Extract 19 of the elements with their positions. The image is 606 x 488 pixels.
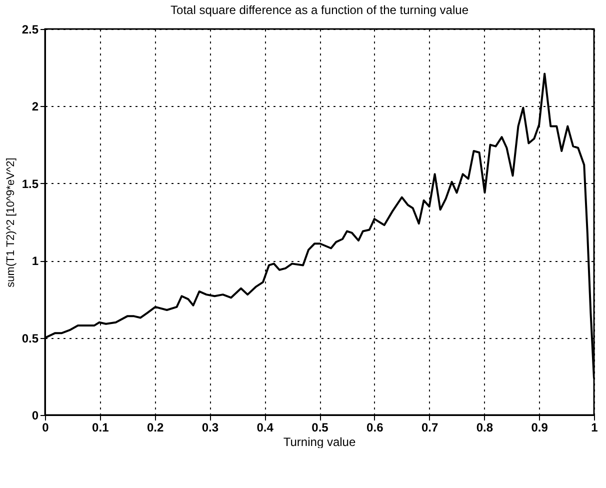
x-tick-label: 0.4 (256, 420, 274, 434)
y-tick-label: 0 (32, 408, 39, 422)
y-tick-label: 1 (32, 254, 39, 268)
y-axis-title: sum(T1 T2)^2 [10^9*eV^2] (4, 158, 17, 288)
x-tick-label: 0.1 (92, 420, 110, 434)
x-tick-label: 0 (42, 420, 50, 434)
x-tick-label: 0.8 (476, 420, 494, 434)
x-tick-label: 0.7 (421, 420, 438, 434)
x-tick-label: 0.5 (312, 420, 329, 434)
y-tick-label: 2 (32, 100, 39, 114)
chart-title: Total square difference as a function of the turning value (170, 3, 469, 17)
x-tick-label: 0.2 (146, 420, 164, 434)
y-tick-label: 1.5 (22, 176, 39, 191)
y-tick-label: 0.5 (22, 331, 39, 346)
x-tick-label: 0.3 (202, 420, 219, 434)
x-tick-label: 0.6 (366, 420, 384, 434)
x-tick-label: 0.9 (531, 420, 548, 434)
y-tick-label: 2.5 (22, 22, 39, 36)
x-tick-label: 1 (591, 420, 598, 434)
